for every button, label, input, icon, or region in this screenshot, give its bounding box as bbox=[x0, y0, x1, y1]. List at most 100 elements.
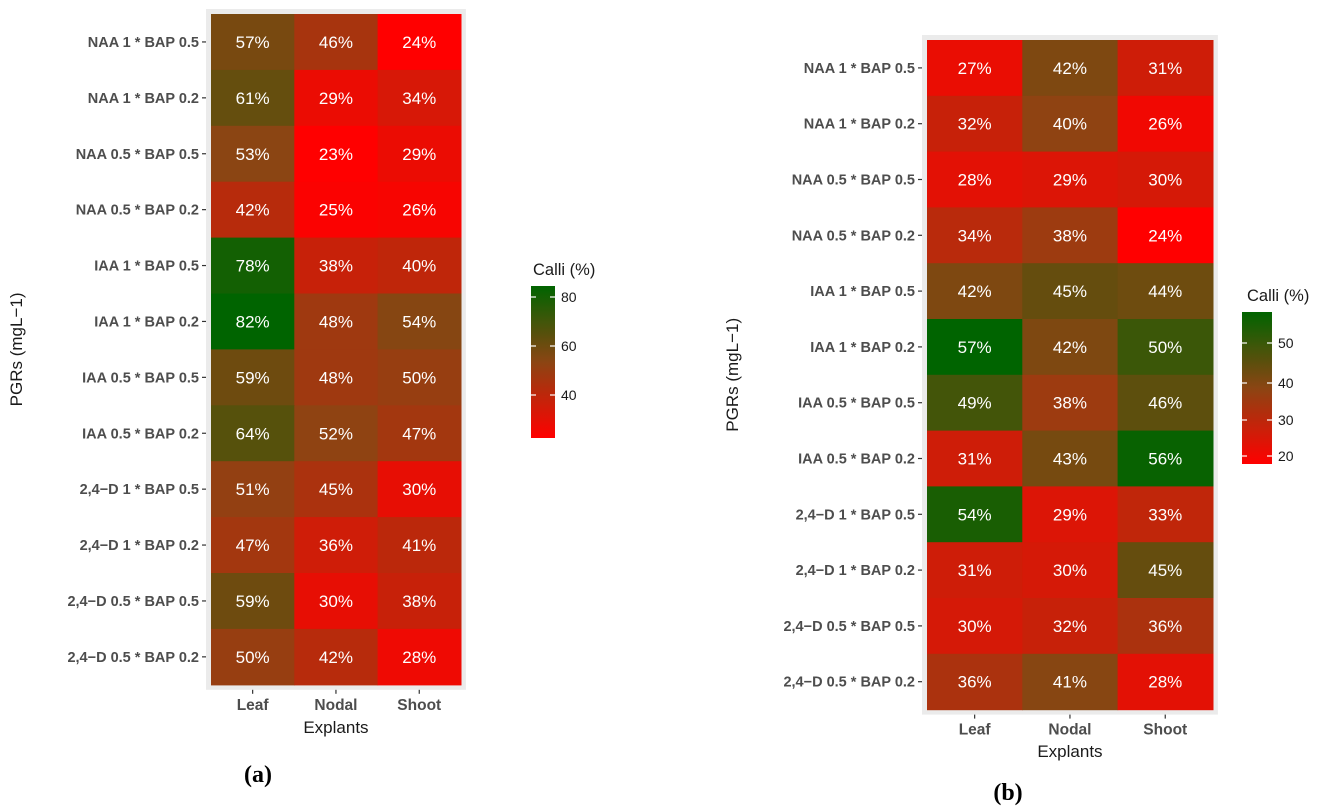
cell-value-label: 48% bbox=[319, 312, 353, 331]
heatmap-cell bbox=[927, 653, 1023, 711]
heatmap-cell bbox=[927, 207, 1023, 264]
legend-colorbar bbox=[1242, 312, 1272, 464]
cell-value-label: 29% bbox=[1053, 505, 1087, 524]
heatmap-cell bbox=[1022, 542, 1119, 599]
cell-value-label: 46% bbox=[1148, 394, 1182, 413]
cell-value-label: 30% bbox=[958, 617, 992, 636]
x-tick-label: Nodal bbox=[314, 697, 357, 714]
y-tick-label: 2,4−D 1 * BAP 0.5 bbox=[80, 482, 199, 498]
heatmap-cell bbox=[294, 517, 379, 574]
heatmap-cell bbox=[211, 573, 295, 630]
legend-tick-label: 40 bbox=[561, 387, 577, 403]
cell-value-label: 45% bbox=[1053, 282, 1087, 301]
heatmap-cell bbox=[377, 573, 462, 630]
heatmap-cell bbox=[1022, 598, 1119, 655]
legend-tick-label: 40 bbox=[1278, 375, 1294, 391]
heatmap-cell bbox=[377, 125, 462, 183]
heatmap-cell bbox=[927, 542, 1023, 599]
heatmap-cell bbox=[211, 293, 295, 350]
heatmap-cell bbox=[1022, 151, 1119, 208]
cell-value-label: 31% bbox=[958, 450, 992, 469]
y-tick-label: IAA 1 * BAP 0.5 bbox=[810, 284, 915, 300]
cell-value-label: 57% bbox=[236, 33, 270, 52]
heatmap-cell bbox=[294, 181, 379, 239]
x-tick-label: Nodal bbox=[1048, 722, 1091, 739]
x-axis-title: Explants bbox=[1037, 742, 1102, 761]
y-tick-label: 2,4−D 0.5 * BAP 0.5 bbox=[783, 619, 915, 635]
cell-value-label: 28% bbox=[958, 171, 992, 190]
y-tick-label: IAA 1 * BAP 0.2 bbox=[94, 314, 199, 330]
y-tick-label: 2,4−D 0.5 * BAP 0.2 bbox=[67, 650, 199, 666]
heatmap-cell bbox=[211, 125, 295, 183]
cell-value-label: 33% bbox=[1148, 505, 1182, 524]
heatmap-cell bbox=[211, 14, 295, 71]
heatmap-cell bbox=[927, 374, 1023, 432]
heatmap-cell bbox=[377, 349, 462, 406]
heatmap-cell bbox=[927, 319, 1023, 376]
cell-value-label: 40% bbox=[1053, 115, 1087, 134]
cell-value-label: 38% bbox=[1053, 394, 1087, 413]
cell-value-label: 44% bbox=[1148, 282, 1182, 301]
cell-value-label: 49% bbox=[958, 394, 992, 413]
cell-value-label: 51% bbox=[236, 480, 270, 499]
cell-value-label: 57% bbox=[958, 338, 992, 357]
cell-value-label: 36% bbox=[1148, 617, 1182, 636]
y-tick-label: IAA 0.5 * BAP 0.5 bbox=[798, 396, 915, 412]
heatmap-cell bbox=[211, 517, 295, 574]
heatmap-cell bbox=[1117, 430, 1214, 487]
cell-value-label: 48% bbox=[319, 368, 353, 387]
cell-value-label: 30% bbox=[1148, 171, 1182, 190]
heatmap-cell bbox=[1022, 374, 1119, 432]
heatmap-cell bbox=[377, 14, 462, 71]
cell-value-label: 32% bbox=[1053, 617, 1087, 636]
cell-value-label: 42% bbox=[319, 648, 353, 667]
cell-value-label: 59% bbox=[236, 592, 270, 611]
cell-value-label: 52% bbox=[319, 424, 353, 443]
cell-value-label: 40% bbox=[402, 257, 436, 276]
cell-value-label: 41% bbox=[402, 536, 436, 555]
heatmap-cell bbox=[1117, 598, 1214, 655]
heatmap-cell bbox=[211, 349, 295, 406]
legend-tick-label: 20 bbox=[1278, 448, 1294, 464]
cell-value-label: 29% bbox=[1053, 171, 1087, 190]
cell-value-label: 53% bbox=[236, 145, 270, 164]
heatmap-cell bbox=[1117, 95, 1214, 153]
heatmap-cell bbox=[294, 405, 379, 462]
heatmap-cell bbox=[294, 69, 379, 127]
y-tick-label: IAA 0.5 * BAP 0.2 bbox=[798, 452, 915, 468]
heatmap-cell bbox=[1022, 40, 1119, 97]
cell-value-label: 43% bbox=[1053, 450, 1087, 469]
cell-value-label: 34% bbox=[402, 89, 436, 108]
heatmap-cell bbox=[1117, 263, 1214, 320]
heatmap-cell bbox=[1022, 95, 1119, 153]
cell-value-label: 31% bbox=[1148, 59, 1182, 78]
y-tick-label: NAA 0.5 * BAP 0.5 bbox=[76, 147, 199, 163]
cell-value-label: 45% bbox=[319, 480, 353, 499]
cell-value-label: 38% bbox=[402, 592, 436, 611]
legend-tick-label: 50 bbox=[1278, 335, 1294, 351]
cell-value-label: 24% bbox=[402, 33, 436, 52]
heatmap-cell bbox=[377, 69, 462, 127]
heatmap-cell bbox=[927, 486, 1023, 543]
cell-value-label: 50% bbox=[402, 368, 436, 387]
cell-value-label: 38% bbox=[319, 257, 353, 276]
cell-value-label: 34% bbox=[958, 226, 992, 245]
y-tick-label: NAA 1 * BAP 0.2 bbox=[88, 91, 199, 107]
y-tick-label: NAA 0.5 * BAP 0.2 bbox=[792, 228, 915, 244]
cell-value-label: 41% bbox=[1053, 673, 1087, 692]
panel-caption: (a) bbox=[244, 762, 272, 788]
y-tick-label: NAA 0.5 * BAP 0.5 bbox=[792, 173, 915, 189]
cell-value-label: 26% bbox=[1148, 115, 1182, 134]
heatmap-cell bbox=[294, 14, 379, 71]
heatmap-cell bbox=[294, 628, 379, 686]
heatmap-cell bbox=[211, 181, 295, 239]
heatmap-cell bbox=[294, 125, 379, 183]
x-axis-title: Explants bbox=[303, 718, 368, 737]
cell-value-label: 64% bbox=[236, 424, 270, 443]
cell-value-label: 47% bbox=[236, 536, 270, 555]
heatmap-cell bbox=[1117, 207, 1214, 264]
cell-value-label: 50% bbox=[1148, 338, 1182, 357]
heatmap-cell bbox=[211, 237, 295, 295]
cell-value-label: 45% bbox=[1148, 561, 1182, 580]
